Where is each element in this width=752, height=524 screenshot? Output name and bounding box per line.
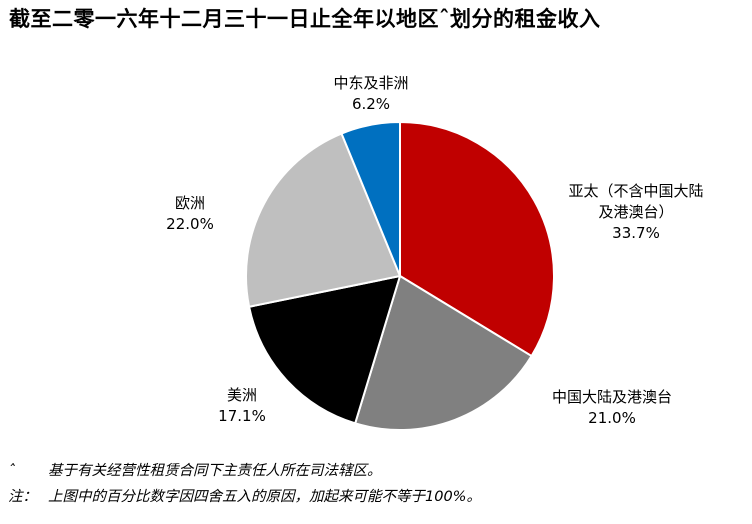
slice-label: 中国大陆及港澳台 21.0% xyxy=(552,388,672,427)
pie-slice xyxy=(340,121,401,277)
slice-label: 欧洲 22.0% xyxy=(166,194,214,233)
slice-name-label: 及港澳台） xyxy=(598,203,673,221)
pie-slice xyxy=(354,275,533,431)
slice-value-label: 22.0% xyxy=(166,215,214,233)
slice-value-label: 21.0% xyxy=(588,409,636,427)
slice-value-label: 33.7% xyxy=(612,224,660,242)
pie-slice xyxy=(244,132,401,308)
footnotes: ˆ 基于有关经营性租赁合同下主责任人所在司法辖区。 注： 上图中的百分比数字因四… xyxy=(8,458,748,510)
footnote-marker: ˆ xyxy=(8,463,16,479)
footnote-region-basis: ˆ 基于有关经营性租赁合同下主责任人所在司法辖区。 xyxy=(8,458,748,484)
pie-slice xyxy=(248,275,401,425)
slice-label: 中东及非洲 6.2% xyxy=(333,74,408,113)
footnote-rounding: 注： 上图中的百分比数字因四舍五入的原因，加起来可能不等于100%。 xyxy=(8,484,748,510)
slice-name-label: 中国大陆及港澳台 xyxy=(552,388,672,406)
slice-value-label: 6.2% xyxy=(352,95,390,113)
footnote-marker: 注： xyxy=(8,489,37,505)
slice-name-label: 欧洲 xyxy=(175,194,205,212)
slice-label: 美洲 17.1% xyxy=(218,386,266,425)
footnote-text: 基于有关经营性租赁合同下主责任人所在司法辖区。 xyxy=(48,463,382,479)
chart-title: 截至二零一六年十二月三十一日止全年以地区ˆ划分的租金收入 xyxy=(9,6,601,31)
slice-name-label: 亚太（不含中国大陆 xyxy=(568,182,703,200)
slice-name-label: 中东及非洲 xyxy=(333,74,408,92)
slice-value-label: 17.1% xyxy=(218,407,266,425)
pie-slice xyxy=(399,121,555,358)
footnote-text: 上图中的百分比数字因四舍五入的原因，加起来可能不等于100%。 xyxy=(48,489,481,505)
slice-name-label: 美洲 xyxy=(227,386,257,404)
